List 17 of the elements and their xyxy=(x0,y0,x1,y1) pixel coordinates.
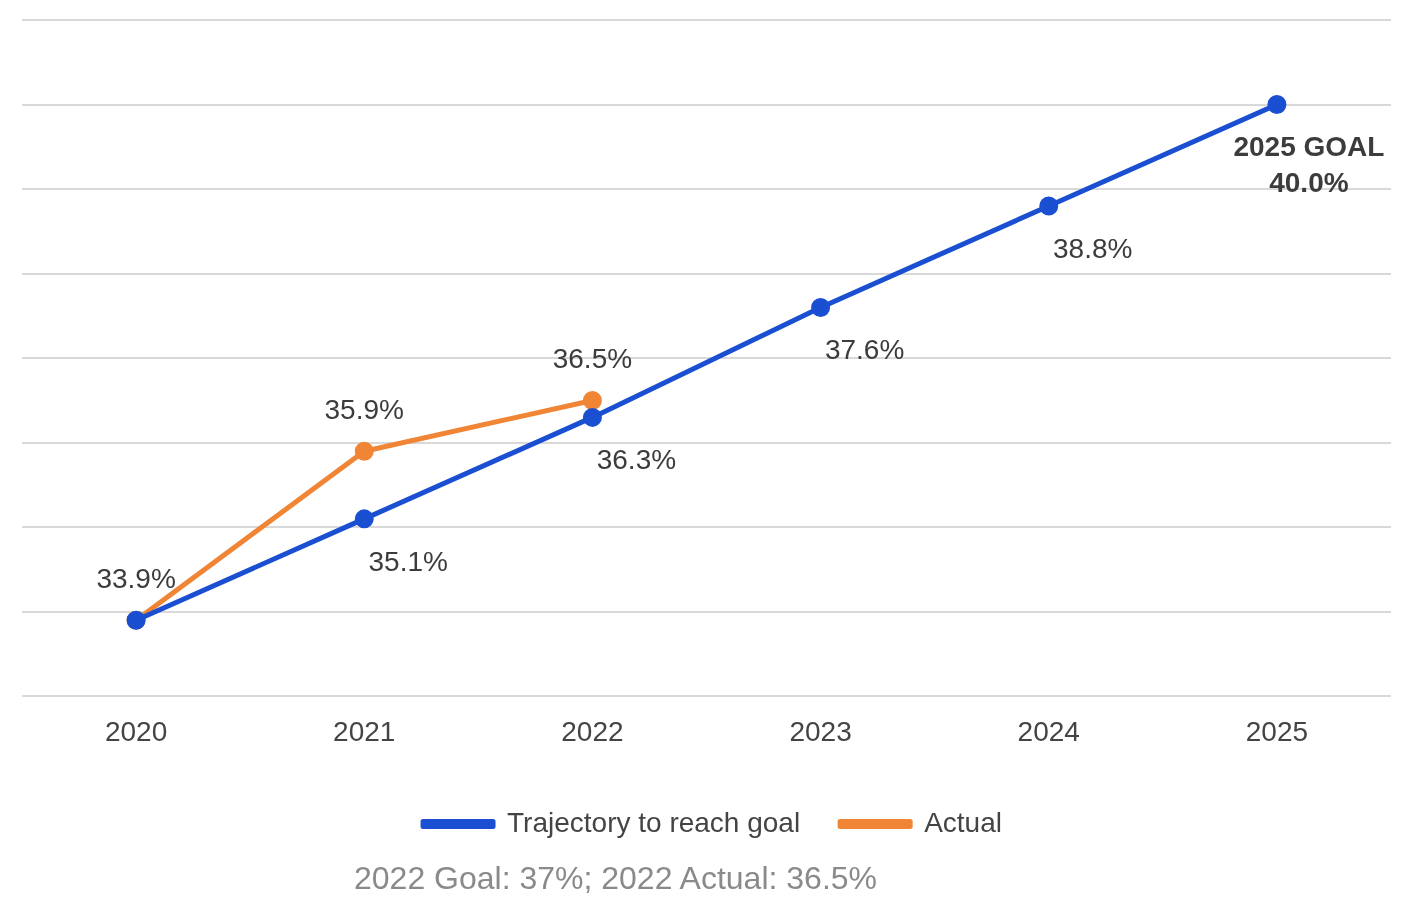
x-tick-label: 2021 xyxy=(333,715,396,747)
data-label: 33.9% xyxy=(96,563,176,595)
data-label: 38.8% xyxy=(1053,232,1133,264)
x-tick-label: 2023 xyxy=(789,715,852,747)
data-label: 35.1% xyxy=(368,545,448,577)
x-tick-label: 2022 xyxy=(561,715,624,747)
data-label: 36.5% xyxy=(552,343,633,375)
legend-label: Actual xyxy=(924,806,1002,838)
data-label: 36.3% xyxy=(596,444,677,476)
legend-label: Trajectory to reach goal xyxy=(507,806,801,838)
annotation: 2025 GOAL 40.0% xyxy=(1233,131,1385,199)
x-tick-label: 2020 xyxy=(104,715,168,747)
text: 2022 Goal: 37%; 2022 Actual: 36.5% xyxy=(353,859,878,896)
x-tick-label: 2025 xyxy=(1245,715,1309,747)
x-tick-label: 2024 xyxy=(1017,715,1080,747)
data-label: 37.6% xyxy=(824,334,905,366)
data-label: 35.9% xyxy=(324,393,404,425)
